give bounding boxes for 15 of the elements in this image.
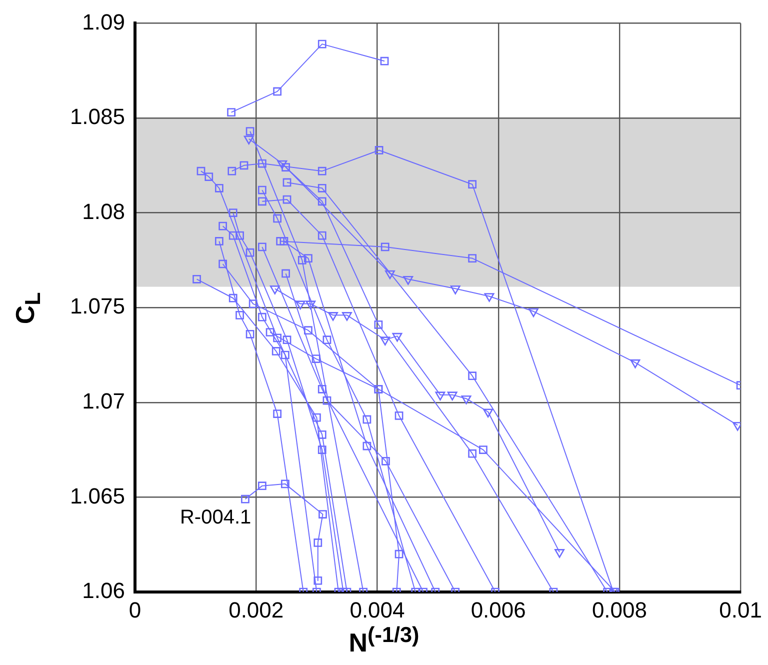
y-tick-label: 1.085 (70, 104, 125, 130)
y-tick-label: 1.065 (70, 483, 125, 508)
x-tick-label: 0.008 (592, 597, 648, 622)
y-tick-label: 1.07 (82, 388, 125, 414)
x-tick-label: 0.01 (719, 597, 762, 622)
x-tick-label: 0.006 (470, 597, 526, 622)
x-tick-label: 0 (128, 597, 142, 622)
y-tick-label: 1.08 (82, 198, 125, 224)
annotation: R-004.1 (180, 506, 252, 529)
y-tick-label: 1.06 (82, 578, 125, 604)
x-tick-label: 0.004 (350, 597, 405, 622)
x-tick-label: 0.002 (228, 597, 284, 622)
y-tick-label: 1.09 (82, 9, 125, 34)
y-tick-label: 1.075 (70, 294, 125, 319)
x-axis-title: N$^{(-1/3)}$ (348, 622, 420, 659)
